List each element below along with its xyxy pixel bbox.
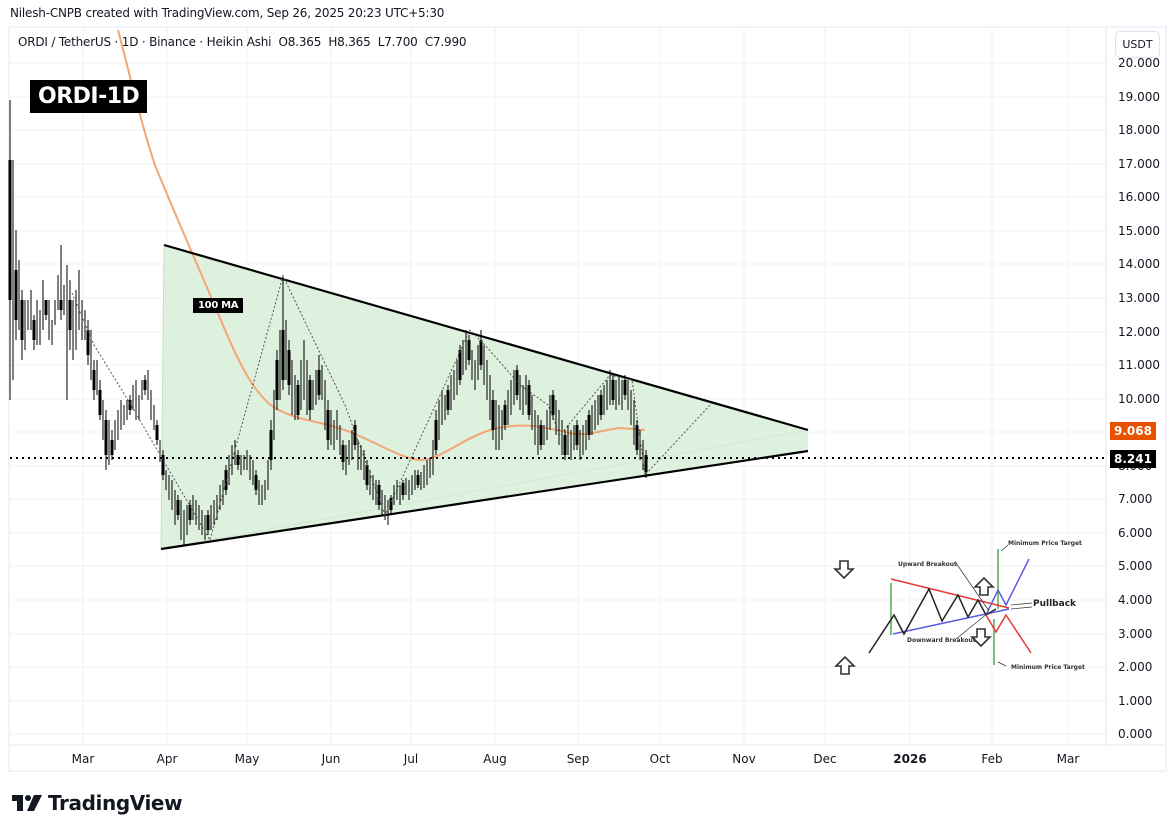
x-tick: Oct: [649, 752, 671, 766]
x-tick: Sep: [566, 752, 590, 766]
zigzag-swings: [71, 274, 713, 542]
y-tick: 19.000: [1118, 90, 1160, 104]
upper-trendline: [163, 243, 809, 432]
symbol-legend: ORDI / TetherUS · 1D · Binance · Heikin …: [18, 35, 467, 49]
x-tick: Aug: [483, 752, 507, 766]
ma-label: 100 MA: [193, 298, 244, 313]
triangle-midline: [160, 429, 809, 550]
chart-title-badge: ORDI-1D: [30, 80, 148, 113]
x-tick-year: 2026: [893, 752, 927, 766]
ma-100-line: [117, 29, 646, 462]
y-tick: 1.000: [1118, 694, 1153, 708]
min-target-top-label: Minimum Price Target: [1008, 540, 1082, 547]
y-tick: 11.000: [1118, 358, 1160, 372]
y-tick: 14.000: [1118, 257, 1160, 271]
x-tick: May: [234, 752, 260, 766]
y-tick: 7.000: [1118, 492, 1153, 506]
ma-price-tag: 9.068: [1110, 422, 1156, 440]
y-tick: 15.000: [1118, 224, 1160, 238]
x-tick: Jul: [403, 752, 419, 766]
x-tick: Dec: [813, 752, 837, 766]
downward-breakout-label: Downward Breakout: [907, 637, 976, 644]
x-tick: Mar: [1056, 752, 1080, 766]
x-tick: Jun: [321, 752, 341, 766]
tradingview-logo-icon: [12, 795, 42, 811]
arrow-icons: [833, 560, 995, 675]
y-tick: 5.000: [1118, 559, 1153, 573]
x-tick: Feb: [981, 752, 1003, 766]
y-tick: 13.000: [1118, 291, 1160, 305]
y-tick: 2.000: [1118, 660, 1153, 674]
y-tick: 18.000: [1118, 123, 1160, 137]
triangle-pattern-fill: [161, 245, 808, 549]
y-tick: 17.000: [1118, 157, 1160, 171]
last-price-tag: 8.241: [1110, 450, 1156, 468]
y-tick: 3.000: [1118, 627, 1153, 641]
x-tick: Mar: [71, 752, 95, 766]
y-tick: 12.000: [1118, 325, 1160, 339]
lower-trendline: [160, 449, 809, 551]
upward-breakout-label: Upward Breakout: [898, 561, 957, 568]
y-tick: 20.000: [1118, 56, 1160, 70]
y-tick: 16.000: [1118, 190, 1160, 204]
y-tick: 10.000: [1118, 392, 1160, 406]
x-tick: Nov: [732, 752, 756, 766]
y-tick: 4.000: [1118, 593, 1153, 607]
x-tick: Apr: [156, 752, 178, 766]
tradingview-logo-text: TradingView: [48, 791, 183, 815]
triangle-pattern-diagram: Upward Breakout Downward Breakout Minimu…: [826, 537, 1085, 682]
tradingview-logo[interactable]: TradingView: [12, 791, 183, 815]
candlesticks: [8, 100, 648, 545]
pullback-label: Pullback: [1033, 599, 1077, 609]
y-tick: 6.000: [1118, 526, 1153, 540]
currency-button[interactable]: USDT: [1115, 31, 1160, 58]
chart-credit: Nilesh-CNPB created with TradingView.com…: [10, 6, 445, 20]
y-tick: 0.000: [1118, 727, 1153, 741]
min-target-bottom-label: Minimum Price Target: [1011, 664, 1085, 671]
